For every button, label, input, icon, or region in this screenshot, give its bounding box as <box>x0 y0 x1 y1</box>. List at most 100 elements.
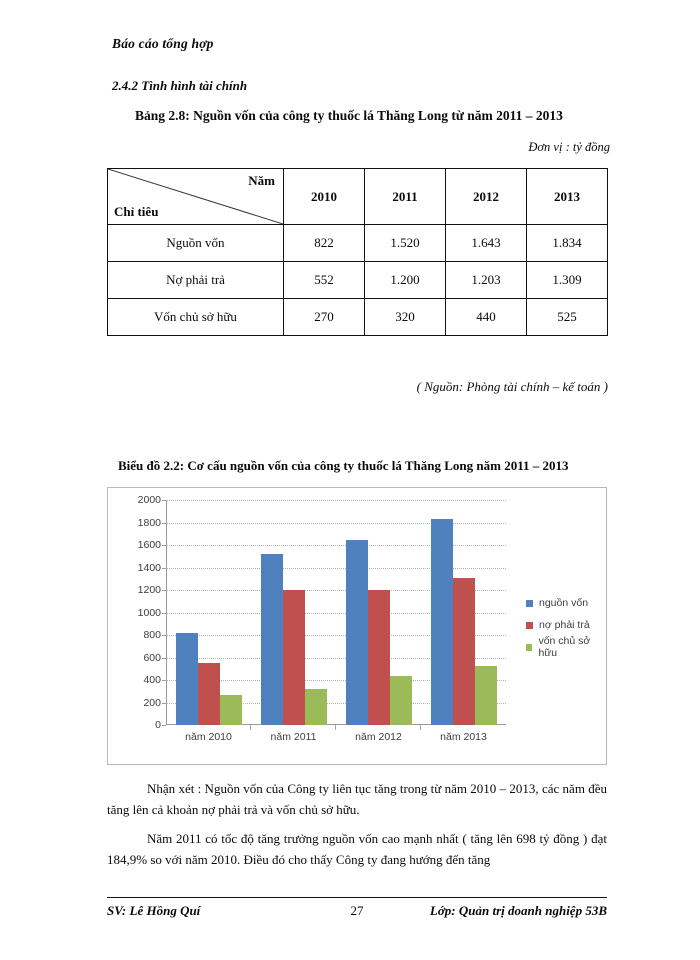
bar <box>474 665 497 725</box>
gridline <box>166 500 506 501</box>
gridline <box>166 702 506 704</box>
table-cell: 1.203 <box>445 261 527 299</box>
page-footer: SV: Lê Hồng Quí 27 Lớp: Quản trị doanh n… <box>107 903 607 919</box>
bar <box>282 590 305 725</box>
financial-table-wrapper: Năm Chỉ tiêu 2010 2011 2012 2013 Nguồn v… <box>107 168 608 336</box>
y-axis-tick-mark <box>162 545 166 546</box>
table-row: Nguồn vốn 822 1.520 1.643 1.834 <box>107 224 608 262</box>
footer-page-number: 27 <box>350 903 364 918</box>
gridline <box>166 567 506 569</box>
table-cell: 822 <box>283 224 365 262</box>
table-row: Vốn chủ sở hữu 270 320 440 525 <box>107 298 608 336</box>
section-heading: 2.4.2 Tình hình tài chính <box>112 78 248 93</box>
chart-inner: 0 200 400 600 800 1000 1200 1400 1600 1800 2000 nă… <box>108 488 606 764</box>
y-axis-tick-mark <box>162 680 166 681</box>
bar <box>389 675 412 725</box>
x-axis-tick-mark <box>420 725 421 730</box>
y-axis-tick-mark <box>162 590 166 591</box>
x-axis-labels: năm 2010 năm 2011 năm 2012 năm 2013 <box>166 731 506 743</box>
bar <box>175 632 198 725</box>
x-axis-line <box>166 724 506 725</box>
plot-area: 0 200 400 600 800 1000 1200 1400 1600 1800 2000 <box>138 494 506 731</box>
table-cell: 270 <box>283 298 365 336</box>
table-caption: Bảng 2.8: Nguồn vốn của công ty thuốc lá… <box>135 108 563 123</box>
paragraph-nhan-xet: Nhận xét : Nguồn vốn của Công ty liên tụ… <box>107 781 607 818</box>
x-axis-tick-mark <box>335 725 336 730</box>
x-axis-tick-label: năm 2010 <box>185 731 232 743</box>
table-corner-cell: Năm Chỉ tiêu <box>107 168 284 225</box>
y-axis-tick-label: 1600 <box>137 539 161 551</box>
y-axis-tick-mark <box>162 500 166 501</box>
y-axis-tick-mark <box>162 635 166 636</box>
table-header-row: Năm Chỉ tiêu 2010 2011 2012 2013 <box>107 168 608 225</box>
table-cell: 1.520 <box>364 224 446 262</box>
row-label: Nợ phải trả <box>107 261 284 299</box>
y-axis-tick-mark <box>162 657 166 659</box>
y-axis-tick-label: 200 <box>143 696 161 709</box>
legend-item: vốn chủ sở hữu <box>526 635 606 659</box>
x-axis-tick-label: năm 2012 <box>355 731 402 743</box>
legend-swatch-icon <box>526 599 533 607</box>
y-axis-tick-label: 600 <box>143 651 161 664</box>
financial-table: Năm Chỉ tiêu 2010 2011 2012 2013 Nguồn v… <box>107 168 608 336</box>
bar <box>304 689 327 725</box>
gridline <box>166 635 506 636</box>
bar <box>219 694 242 725</box>
table-row: Nợ phải trả 552 1.200 1.203 1.309 <box>107 261 608 299</box>
bar-group <box>336 500 421 730</box>
column-header-2011: 2011 <box>364 168 446 225</box>
y-axis-tick-label: 800 <box>143 629 161 641</box>
bar-groups <box>166 500 506 730</box>
gridline <box>166 612 506 614</box>
legend-item: nợ phải trả <box>526 614 606 636</box>
running-head: Báo cáo tổng hợp <box>112 36 214 51</box>
table-cell: 552 <box>283 261 365 299</box>
y-axis-tick-label: 1200 <box>137 584 161 596</box>
y-axis-tick-label: 2000 <box>137 494 161 506</box>
x-axis-tick-label: năm 2013 <box>440 731 487 743</box>
legend-swatch-icon <box>526 621 533 629</box>
bar-chart: 0 200 400 600 800 1000 1200 1400 1600 1800 2000 nă… <box>107 487 607 765</box>
row-label: Vốn chủ sở hữu <box>107 298 284 336</box>
footer-divider <box>107 897 607 898</box>
x-axis-tick-mark <box>250 725 251 730</box>
paragraph-nam-2011: Năm 2011 có tốc độ tăng trưởng nguồn vốn… <box>107 831 607 868</box>
y-axis-tick-label: 1000 <box>137 606 161 619</box>
table-cell: 320 <box>364 298 446 336</box>
column-header-2010: 2010 <box>283 168 365 225</box>
footer-class-name: Lớp: Quản trị doanh nghiệp 53B <box>429 903 607 918</box>
y-axis-tick-mark <box>162 567 166 569</box>
column-header-2012: 2012 <box>445 168 527 225</box>
gridline <box>166 545 506 546</box>
bar <box>260 554 283 725</box>
y-axis-tick-label: 1800 <box>137 516 161 529</box>
legend-label: nguồn vốn <box>539 597 589 609</box>
footer-student-name: SV: Lê Hồng Quí <box>107 903 201 918</box>
table-cell: 1.834 <box>526 224 608 262</box>
bar <box>367 589 390 725</box>
bar <box>452 577 475 725</box>
bar-group <box>251 500 336 730</box>
gridline <box>166 522 506 524</box>
gridline <box>166 590 506 591</box>
table-cell: 440 <box>445 298 527 336</box>
y-axis-tick-mark <box>162 702 166 704</box>
table-cell: 1.643 <box>445 224 527 262</box>
bar <box>345 540 368 725</box>
bar <box>197 662 220 725</box>
legend-swatch-icon <box>526 643 533 651</box>
y-axis-tick-mark <box>162 725 166 726</box>
bar <box>430 518 453 725</box>
chart-legend: nguồn vốn nợ phải trả vốn chủ sở hữu <box>526 592 606 659</box>
y-axis-tick-label: 400 <box>143 674 161 686</box>
corner-year-label: Năm <box>248 173 275 188</box>
bar-group <box>421 500 506 725</box>
table-cell: 1.309 <box>526 261 608 299</box>
column-header-2013: 2013 <box>526 168 608 225</box>
y-axis-tick-mark <box>162 522 166 524</box>
table-cell: 525 <box>526 298 608 336</box>
gridline <box>166 657 506 659</box>
corner-criteria-label: Chỉ tiêu <box>114 204 159 219</box>
chart-caption: Biểu đồ 2.2: Cơ cấu nguồn vốn của công t… <box>118 458 569 473</box>
